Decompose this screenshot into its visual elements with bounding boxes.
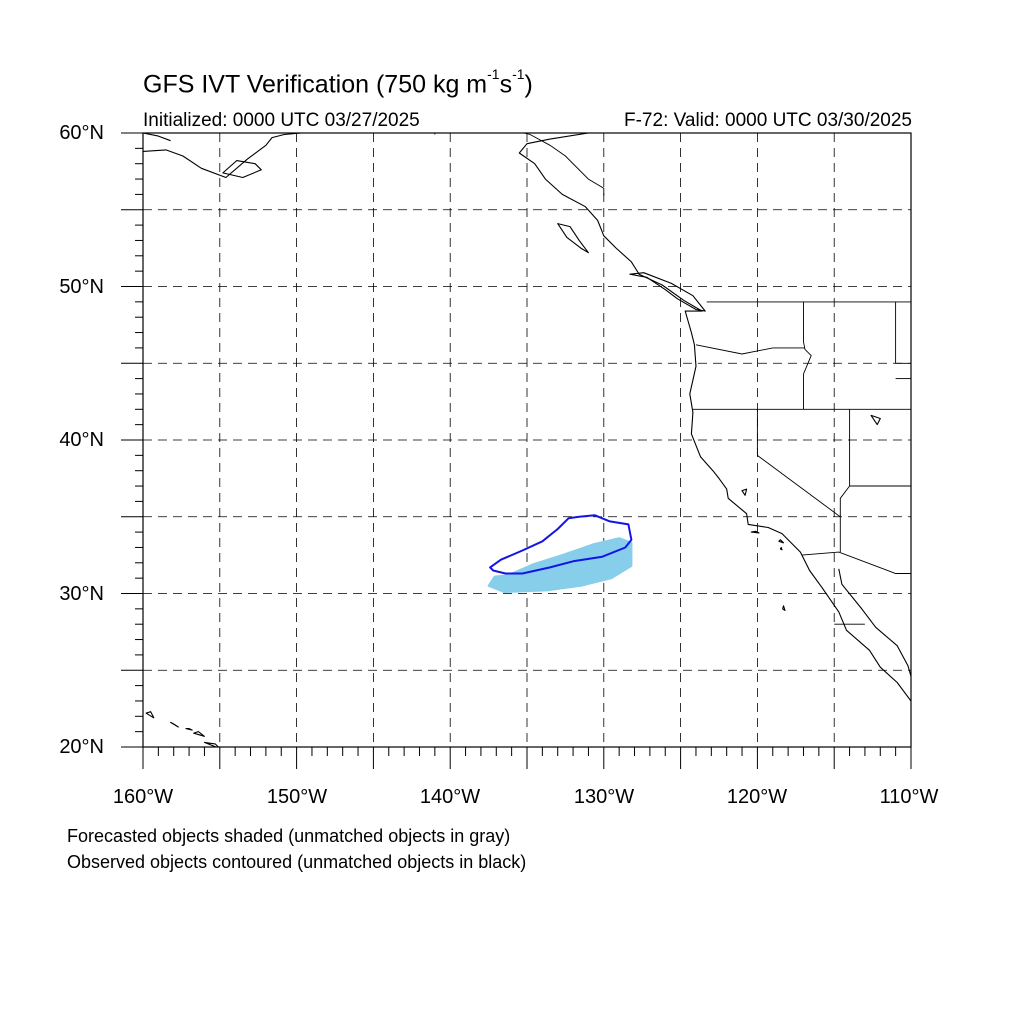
guadalupe-island	[782, 605, 786, 611]
observed-object-contour	[489, 514, 633, 575]
hawaii-island	[185, 728, 193, 731]
x-label-140w: 140°W	[419, 786, 481, 808]
political-border	[756, 409, 841, 518]
political-border	[523, 133, 605, 196]
grid-lines	[143, 133, 911, 747]
legend-observed-note: Observed objects contoured (unmatched ob…	[67, 852, 527, 872]
political-border	[801, 551, 911, 574]
hawaii-island	[145, 711, 155, 719]
y-label-50n: 50°N	[59, 276, 104, 298]
kodiak-island	[222, 160, 262, 179]
title-text: GFS IVT Verification (750 kg m	[143, 70, 488, 99]
x-label-160w: 160°W	[112, 786, 174, 808]
title-close: )	[524, 70, 533, 99]
initialized-label: Initialized: 0000 UTC 03/27/2025	[143, 110, 420, 131]
title-mid: s	[499, 70, 513, 99]
gulf-of-california-coast	[838, 568, 911, 677]
alaska-coastline	[143, 133, 302, 179]
y-label-40n: 40°N	[59, 429, 104, 451]
y-label-20n: 20°N	[59, 736, 104, 758]
plot-frame	[142, 132, 912, 748]
y-label-60n: 60°N	[59, 122, 104, 144]
political-border	[695, 344, 805, 355]
x-label-120w: 120°W	[726, 786, 788, 808]
vancouver-island	[629, 272, 706, 312]
channel-island	[779, 546, 783, 551]
geography-layer	[143, 133, 911, 747]
title-sup-1: -1	[487, 66, 500, 82]
y-label-30n: 30°N	[59, 583, 104, 605]
west-coastline	[518, 133, 911, 702]
objects-layer	[487, 514, 633, 593]
chart-title: GFS IVT Verification (750 kg m-1s-1)	[143, 66, 533, 99]
haida-gwaii	[557, 223, 589, 254]
political-border	[895, 301, 911, 364]
lake	[741, 488, 748, 496]
channel-island	[778, 539, 785, 544]
political-border	[839, 409, 851, 517]
channel-island	[750, 530, 760, 534]
lake	[870, 414, 881, 426]
x-label-150w: 150°W	[266, 786, 328, 808]
alaska-coastline-upper	[143, 133, 171, 142]
political-border	[803, 301, 812, 410]
valid-label: F-72: Valid: 0000 UTC 03/30/2025	[624, 110, 912, 131]
hawaii-island	[203, 741, 220, 747]
hawaii-island	[193, 731, 205, 737]
title-sup-2: -1	[512, 66, 525, 82]
x-label-130w: 130°W	[573, 786, 635, 808]
hawaii-island	[170, 721, 179, 728]
legend-forecast-note: Forecasted objects shaded (unmatched obj…	[67, 826, 511, 846]
x-label-110w: 110°W	[879, 786, 939, 808]
tick-marks	[121, 132, 912, 769]
